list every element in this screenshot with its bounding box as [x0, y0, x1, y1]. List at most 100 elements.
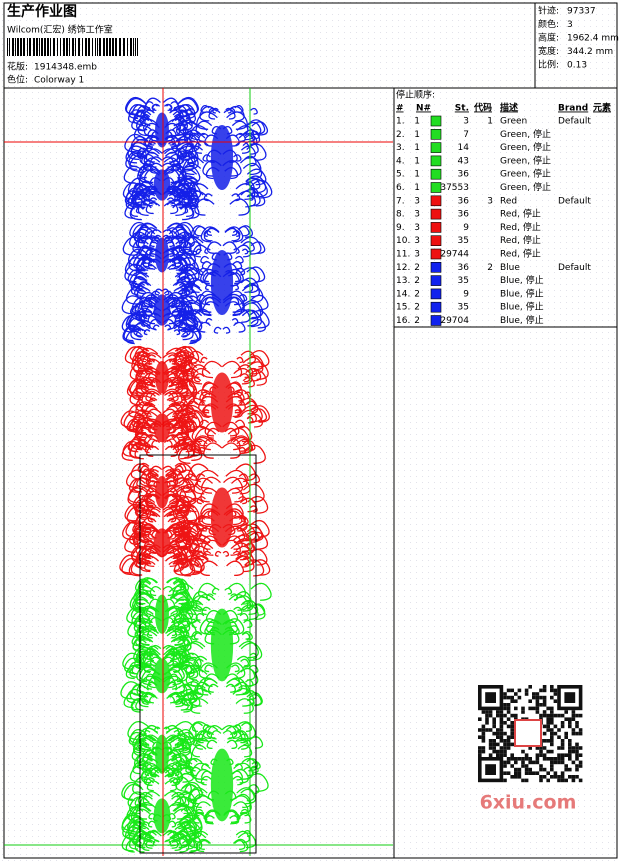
info-label: 高度: — [538, 32, 559, 44]
stitch-curl — [246, 168, 267, 186]
color-swatch — [430, 261, 442, 273]
stitch-curl — [136, 246, 153, 261]
qr-cell — [575, 753, 579, 757]
stitch-curl — [133, 737, 156, 757]
barcode-bar — [92, 38, 93, 56]
qr-cell — [535, 757, 540, 761]
stitch-curl — [122, 521, 144, 541]
qr-cell — [524, 771, 529, 775]
qr-cell — [488, 713, 493, 718]
qr-cell — [499, 721, 504, 725]
qr-cell — [492, 721, 496, 725]
design-file: 1914348.emb — [34, 63, 97, 73]
stitch-curl — [175, 361, 198, 381]
ornament — [119, 514, 205, 577]
stitch-curl — [250, 241, 266, 254]
stitch-curl — [166, 625, 185, 641]
stitch-curl — [132, 596, 149, 611]
stitch-curl — [172, 553, 183, 563]
stitches: 9 — [463, 289, 469, 299]
qr-cell — [492, 724, 496, 729]
qr-cell — [571, 731, 576, 736]
stitch-curl — [162, 229, 174, 240]
stitch-curl — [123, 411, 146, 431]
stitch-curl — [249, 405, 270, 423]
stitch-curl — [173, 468, 182, 476]
stitch-curl — [192, 600, 202, 609]
stitch-curl — [134, 514, 153, 532]
stitch-curl — [131, 183, 151, 201]
qr-cell — [503, 760, 507, 765]
qr-cell — [485, 710, 489, 714]
qr-cell — [503, 713, 507, 718]
qr-cell — [492, 742, 496, 747]
stitch-curl — [234, 793, 252, 809]
stitch-curl — [208, 109, 221, 120]
stitch-curl — [138, 391, 156, 407]
qr-cell — [485, 713, 489, 718]
stitch-curl — [191, 367, 211, 385]
stitch-curl — [193, 632, 203, 640]
info-value: 344.2 mm — [567, 47, 613, 57]
stitch-curl — [175, 487, 197, 506]
stitch-curl — [154, 234, 162, 242]
stitch-curl — [151, 439, 161, 448]
stitch-curl — [206, 241, 222, 254]
stitch-curl — [178, 187, 199, 204]
stitch-curl — [169, 693, 183, 705]
ornament — [126, 577, 198, 653]
qr-cell — [521, 757, 525, 761]
stitch-curl — [188, 350, 204, 364]
stitch-curl — [245, 690, 257, 700]
stitch-curl — [226, 662, 246, 679]
stitch-curl — [129, 155, 149, 172]
stitch-curl — [230, 664, 240, 673]
brand: Default — [558, 196, 591, 206]
color-swatch — [430, 168, 442, 180]
stitch-curl — [142, 628, 151, 636]
stitch-curl — [125, 195, 143, 210]
stitch-curl — [182, 325, 201, 342]
stitch-curl — [175, 521, 186, 530]
qr-cell — [503, 778, 507, 783]
qr-cell — [510, 688, 514, 693]
stitch-curl — [147, 476, 158, 487]
qr-cell — [514, 757, 518, 761]
stitch-curl — [245, 121, 262, 136]
qr-cell — [510, 721, 514, 725]
stitch-curl — [120, 681, 142, 700]
barcode-bar — [133, 38, 134, 56]
stitches: 3 — [463, 117, 469, 127]
qr-cell — [503, 749, 507, 754]
stitch-curl — [182, 302, 203, 320]
stitch-curl — [242, 129, 261, 145]
stitch-curl — [141, 753, 153, 764]
row-number: 10. — [396, 236, 410, 246]
stitch-curl — [221, 442, 241, 459]
stitch-curl — [206, 427, 220, 439]
stitch-curl — [189, 377, 202, 388]
description: Green, 停止 — [500, 181, 551, 193]
stitch-curl — [189, 125, 208, 141]
qr-cell — [496, 742, 500, 747]
stitch-curl — [196, 496, 206, 505]
row-number: 3. — [396, 143, 405, 153]
qr-cell — [503, 706, 507, 711]
stitch-curl — [167, 801, 189, 820]
stitch-curl — [121, 443, 142, 461]
stitch-curl — [168, 820, 177, 828]
qr-cell — [550, 739, 554, 743]
qr-cell — [575, 746, 579, 750]
barcode-bar — [69, 38, 70, 56]
stitch-curl — [234, 419, 246, 429]
barcode-bar — [78, 38, 80, 56]
qr-cell — [568, 767, 572, 772]
stitch-curl — [186, 107, 194, 115]
column-header: Brand — [558, 104, 588, 114]
color-swatch — [430, 195, 442, 207]
stitch-curl — [230, 435, 253, 454]
stitch-curl — [172, 578, 189, 593]
stitch-curl — [126, 418, 143, 433]
stitch-curl — [143, 358, 161, 373]
